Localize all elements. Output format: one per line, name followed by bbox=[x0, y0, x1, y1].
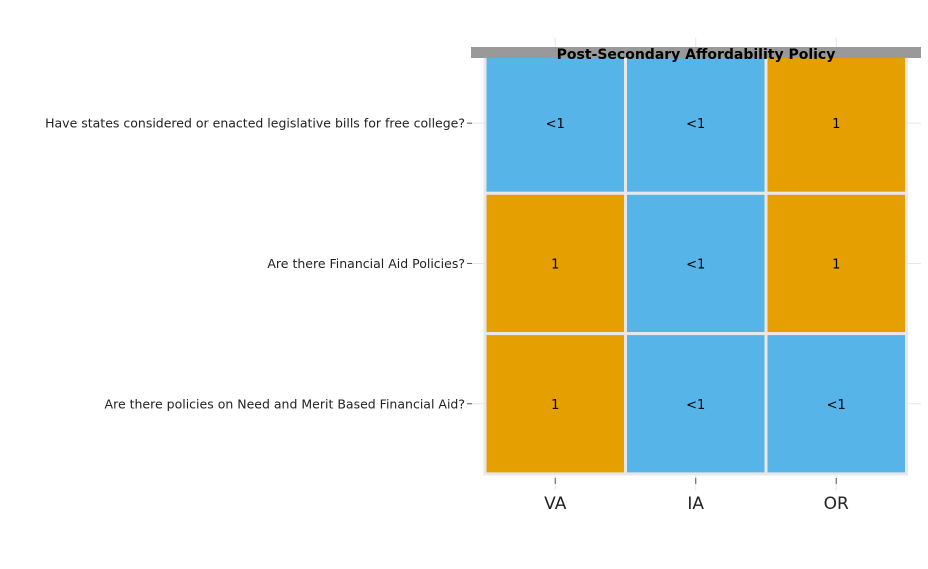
cell-value-label: <1 bbox=[686, 257, 705, 272]
heatmap-cell bbox=[483, 332, 627, 476]
heatmap-cell bbox=[624, 332, 768, 476]
cell-value-label: <1 bbox=[686, 398, 705, 413]
cell-value-label: 1 bbox=[832, 257, 840, 272]
heatmap-cell bbox=[764, 332, 908, 476]
title-strip: Post-Secondary Affordability Policy bbox=[471, 47, 921, 63]
title-strip-bar bbox=[471, 47, 921, 58]
cell-value-label: <1 bbox=[546, 117, 565, 132]
y-tick-label: Are there policies on Need and Merit Bas… bbox=[105, 396, 465, 411]
chart-title: Post-Secondary Affordability Policy bbox=[557, 47, 836, 63]
x-tick-label: VA bbox=[544, 494, 567, 514]
x-tick-label: IA bbox=[687, 494, 704, 514]
cell-value-label: 1 bbox=[551, 398, 559, 413]
plot-area: <1 <1 1 1 <1 1 1 <1 <1 Have states considered or … bbox=[45, 38, 921, 514]
y-tick-label: Are there Financial Aid Policies? bbox=[267, 256, 465, 271]
heatmap-cell bbox=[624, 191, 768, 336]
cell-value-label: 1 bbox=[832, 117, 840, 132]
cell-value-label: <1 bbox=[827, 398, 846, 413]
heatmap-cell bbox=[764, 191, 908, 336]
x-tick-label: OR bbox=[824, 494, 849, 514]
y-tick-label: Have states considered or enacted legisl… bbox=[45, 116, 465, 131]
cell-value-label: <1 bbox=[686, 117, 705, 132]
heatmap-cell bbox=[764, 51, 908, 195]
cell-value-label: 1 bbox=[551, 257, 559, 272]
heatmap-cell bbox=[483, 191, 627, 336]
